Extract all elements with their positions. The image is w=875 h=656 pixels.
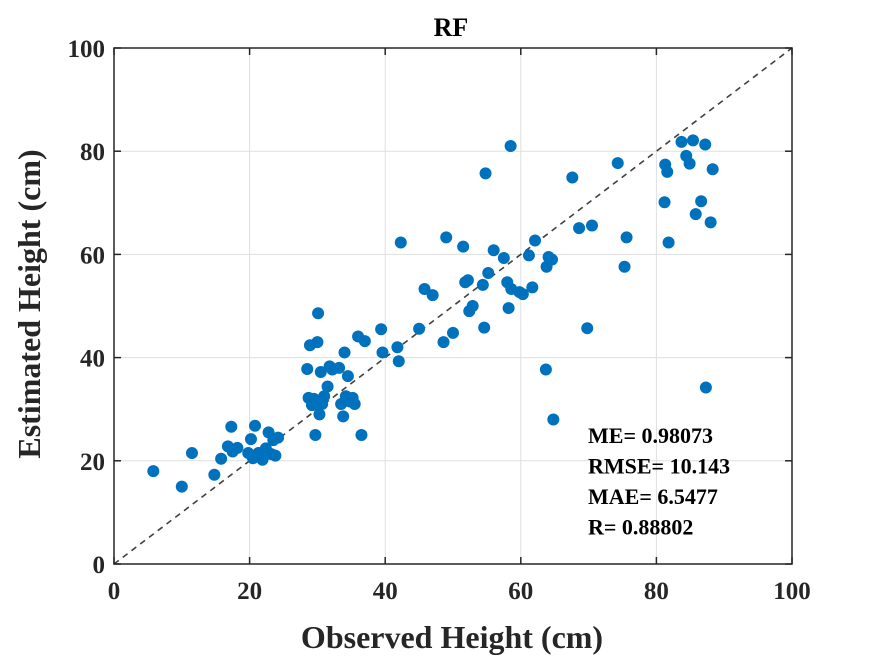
data-point <box>566 171 579 184</box>
data-point <box>516 288 529 301</box>
data-point <box>611 157 624 170</box>
x-tick-label: 20 <box>237 578 262 605</box>
data-point <box>687 134 700 147</box>
y-tick-label: 20 <box>80 449 105 476</box>
data-point <box>662 236 675 249</box>
data-point <box>249 419 262 432</box>
data-point <box>256 453 269 466</box>
data-point <box>391 341 404 354</box>
data-point <box>683 157 696 170</box>
axes-frame <box>113 47 793 565</box>
y-tick-label: 40 <box>80 346 105 373</box>
data-point <box>394 236 407 249</box>
data-point <box>704 216 717 229</box>
data-point <box>466 300 479 312</box>
data-point <box>418 282 431 295</box>
data-point <box>314 366 327 379</box>
data-point <box>269 449 282 462</box>
y-tick-label: 60 <box>80 242 105 269</box>
stats-box: ME= 0.98073 RMSE= 10.143 MAE= 6.5477 R= 0.8… <box>588 423 730 540</box>
data-point <box>699 381 712 394</box>
data-point <box>529 234 542 247</box>
data-point <box>502 302 515 315</box>
data-point <box>658 196 671 209</box>
data-point <box>426 289 439 302</box>
data-point <box>699 138 712 151</box>
data-point <box>447 326 459 339</box>
data-point <box>358 335 371 348</box>
stat-line: MAE= 6.5477 <box>588 484 718 509</box>
data-point <box>675 135 688 148</box>
data-point <box>620 231 633 244</box>
data-point <box>695 195 708 208</box>
data-point <box>341 370 354 383</box>
data-point <box>337 410 350 423</box>
data-point <box>457 240 470 253</box>
data-point <box>301 362 314 375</box>
x-tick-label: 60 <box>508 578 533 605</box>
data-point <box>225 420 238 433</box>
data-point <box>478 321 491 334</box>
data-point <box>661 165 674 178</box>
data-point <box>333 361 346 374</box>
data-point <box>244 433 257 446</box>
data-point <box>185 447 198 460</box>
data-point <box>618 260 631 273</box>
data-point <box>348 398 361 411</box>
data-point <box>539 363 552 376</box>
data-point <box>547 413 560 426</box>
data-point <box>526 281 539 294</box>
data-point <box>476 278 489 291</box>
data-point <box>376 346 389 359</box>
data-point <box>272 431 285 444</box>
data-point <box>497 252 510 265</box>
data-point <box>147 465 160 478</box>
stat-line: R= 0.88802 <box>588 515 693 540</box>
data-point <box>318 390 331 403</box>
data-point <box>545 253 558 266</box>
data-point <box>479 167 492 180</box>
data-point <box>338 346 351 359</box>
data-point <box>392 355 405 368</box>
data-point <box>231 441 244 454</box>
data-point <box>309 429 322 441</box>
y-axis-label: Estimated Height (cm) <box>11 149 47 458</box>
data-point <box>581 322 594 335</box>
data-point <box>355 429 368 441</box>
stat-line: ME= 0.98073 <box>588 423 713 448</box>
data-point <box>482 266 495 279</box>
y-tick-label: 80 <box>80 139 105 166</box>
data-point <box>321 380 334 393</box>
y-tick-label: 100 <box>68 36 106 63</box>
chart-title: RF <box>434 13 469 42</box>
data-point <box>311 336 324 349</box>
data-point <box>504 140 517 153</box>
data-point <box>313 408 326 421</box>
data-point <box>522 249 535 262</box>
data-point <box>375 323 388 336</box>
data-point <box>208 468 221 481</box>
data-point <box>585 219 598 232</box>
data-point <box>413 322 426 335</box>
data-point <box>706 163 719 176</box>
x-axis-label: Observed Height (cm) <box>301 619 603 655</box>
x-tick-label: 40 <box>373 578 398 605</box>
data-point <box>573 222 586 235</box>
data-point <box>437 336 450 349</box>
data-point <box>689 208 702 221</box>
data-point <box>487 244 500 257</box>
x-tick-label: 0 <box>108 578 121 605</box>
plot-area: 0 20 40 60 80 100 0 20 40 60 80 100 <box>68 36 811 605</box>
x-tick-label: 100 <box>773 578 811 605</box>
data-point <box>312 307 325 320</box>
x-tick-label: 80 <box>644 578 669 605</box>
data-point <box>440 231 453 244</box>
data-point <box>215 452 228 465</box>
stat-line: RMSE= 10.143 <box>588 454 730 479</box>
data-point <box>461 274 474 287</box>
data-point <box>175 480 188 493</box>
y-tick-label: 0 <box>93 552 106 579</box>
